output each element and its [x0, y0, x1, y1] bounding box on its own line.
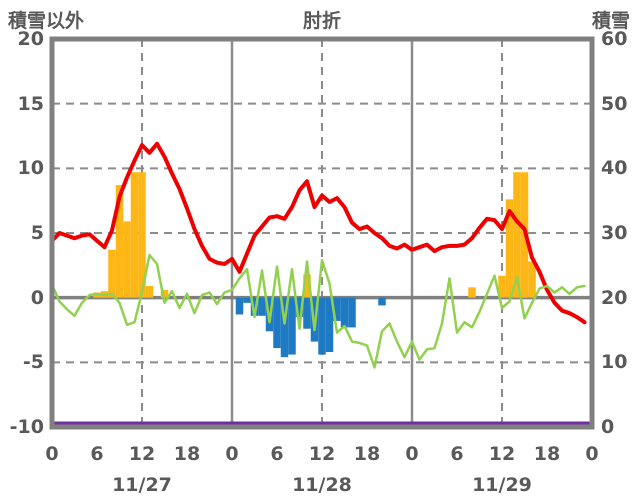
- orange-bars-bar: [115, 185, 124, 298]
- y-left-tick-label: 15: [17, 92, 44, 115]
- x-hour-tick-label: 0: [225, 443, 239, 465]
- blue-bars-bar: [280, 297, 289, 358]
- blue-bars-bar: [378, 297, 386, 306]
- x-hour-tick-label: 18: [533, 443, 561, 465]
- y-left-tick-label: 0: [30, 286, 44, 309]
- orange-bars-bar: [468, 287, 476, 298]
- y-right-tick-label: 0: [601, 416, 615, 438]
- y-left-tick-label: 5: [30, 222, 44, 244]
- left-axis-title: 積雪以外: [8, 10, 85, 32]
- blue-bars-bar: [325, 297, 334, 352]
- y-left-tick-label: -5: [22, 351, 44, 374]
- blue-bars-bar: [303, 297, 311, 329]
- orange-bars-bar: [528, 261, 536, 298]
- y-left-tick-label: 20: [17, 28, 44, 50]
- blue-bars-bar: [243, 297, 251, 303]
- x-hour-tick-label: 12: [308, 443, 336, 465]
- red-line: [50, 141, 587, 325]
- x-hour-tick-label: 18: [353, 443, 381, 465]
- y-right-tick-label: 40: [601, 157, 628, 180]
- x-hour-tick-label: 18: [173, 443, 201, 465]
- blue-bars-bar: [333, 297, 341, 321]
- x-date-label: 11/28: [292, 474, 352, 496]
- y-right-tick-label: 10: [601, 351, 628, 374]
- y-right-tick-label: 30: [601, 222, 628, 244]
- blue-bars-bar: [295, 297, 304, 318]
- blue-bars-bar: [250, 297, 259, 316]
- x-hour-tick-label: 0: [585, 443, 599, 465]
- blue-bars-bar: [318, 297, 326, 355]
- plot-border: [49, 36, 595, 430]
- orange-bars-bar: [138, 172, 146, 298]
- blue-bars-bar: [258, 297, 266, 316]
- x-date-label: 11/29: [472, 474, 532, 496]
- x-hour-tick-label: 12: [128, 443, 156, 465]
- y-left-tick-label: 10: [17, 157, 44, 180]
- y-right-tick-label: 60: [601, 28, 628, 50]
- chart-title: 肘折: [302, 10, 342, 32]
- x-date-label: 11/27: [112, 474, 172, 496]
- blue-bars-bar: [340, 297, 349, 328]
- orange-bars-bar: [513, 172, 521, 298]
- orange-bars-bar: [130, 172, 139, 298]
- x-hour-tick-label: 0: [405, 443, 419, 465]
- x-hour-tick-label: 12: [488, 443, 516, 465]
- x-hour-tick-label: 6: [90, 443, 104, 465]
- x-hour-tick-label: 6: [450, 443, 464, 465]
- orange-bars-bar: [303, 274, 311, 298]
- orange-bars-bar: [145, 286, 154, 298]
- orange-bars-bar: [505, 199, 514, 298]
- y-right-tick-label: 20: [601, 286, 628, 309]
- right-axis-title: 積雪: [591, 10, 630, 32]
- orange-bars-bar: [108, 249, 116, 298]
- orange-bars-bar: [93, 292, 101, 298]
- y-right-tick-label: 50: [601, 92, 628, 115]
- orange-bars-bar: [123, 221, 131, 298]
- blue-bars-bar: [273, 297, 281, 349]
- orange-bars-bar: [498, 275, 506, 298]
- x-hour-tick-label: 0: [45, 443, 59, 465]
- y-left-tick-label: -10: [9, 416, 44, 438]
- blue-bars-bar: [235, 297, 244, 315]
- blue-bars-bar: [288, 297, 296, 355]
- orange-bars-bar: [160, 289, 169, 298]
- x-hour-tick-label: 6: [270, 443, 284, 465]
- green-line: [50, 253, 586, 369]
- blue-bars-bar: [348, 297, 356, 328]
